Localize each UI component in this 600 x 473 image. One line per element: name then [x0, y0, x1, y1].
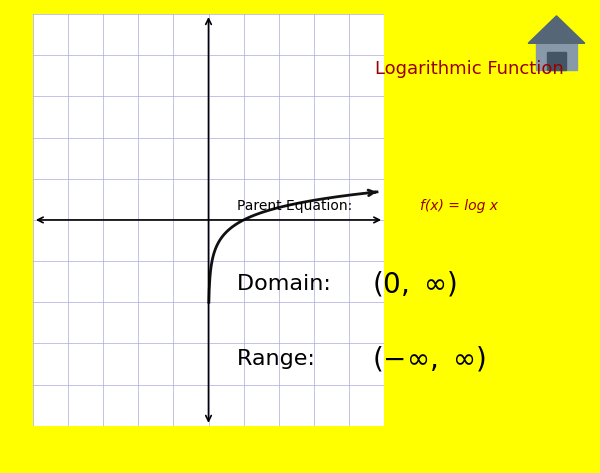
Polygon shape [528, 16, 585, 44]
Text: f(x) = log x: f(x) = log x [420, 199, 498, 213]
Text: Domain:: Domain: [237, 274, 338, 294]
Text: Logarithmic Function: Logarithmic Function [375, 60, 564, 78]
Text: $(0,\ \infty)$: $(0,\ \infty)$ [372, 269, 457, 298]
Text: $(-\infty,\ \infty)$: $(-\infty,\ \infty)$ [372, 345, 486, 374]
Bar [547, 52, 566, 70]
Text: Parent Equation:: Parent Equation: [237, 199, 356, 213]
Bar [536, 44, 577, 70]
Text: Range:: Range: [237, 350, 322, 369]
